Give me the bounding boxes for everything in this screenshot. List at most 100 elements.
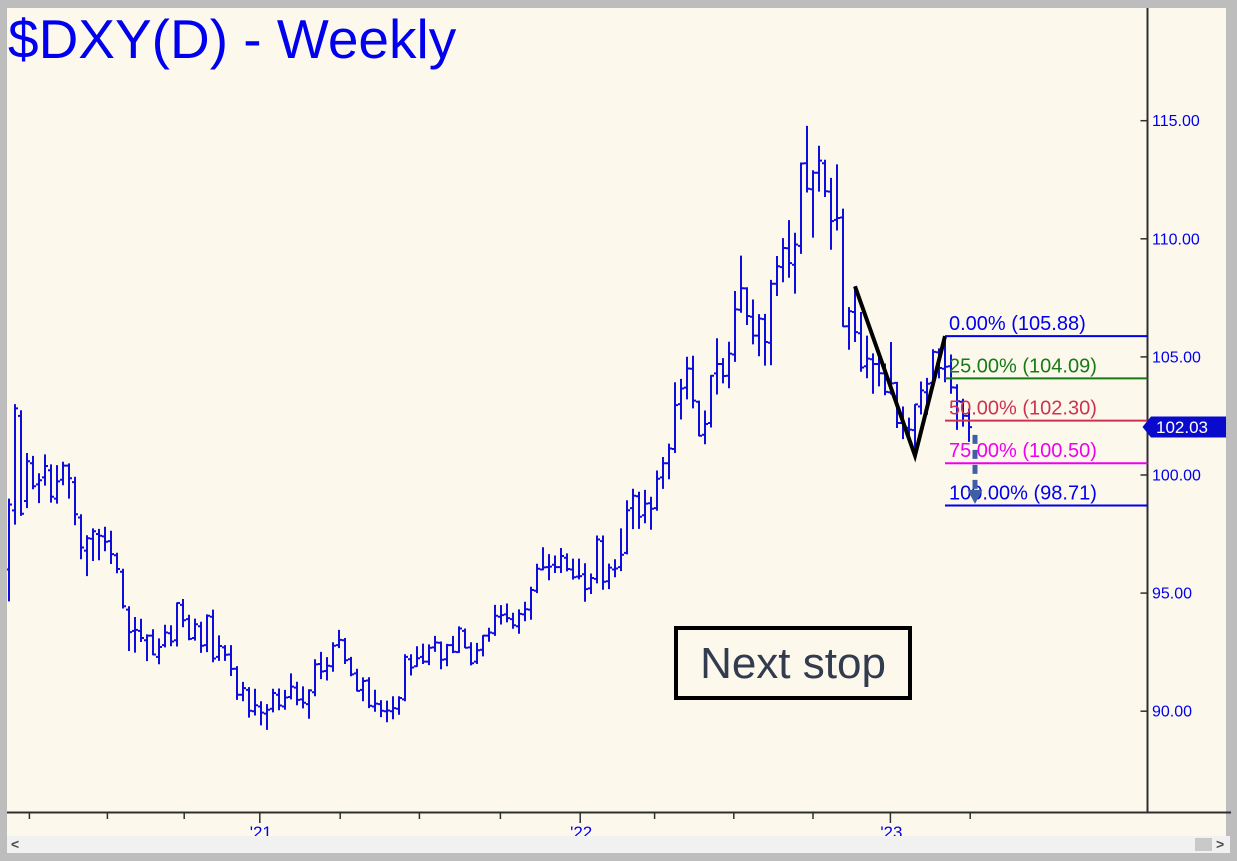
ohlc-bar	[960, 398, 966, 427]
ohlc-bar	[840, 208, 846, 328]
ohlc-bar	[432, 635, 438, 652]
ohlc-bar	[192, 618, 198, 641]
ohlc-bar	[696, 400, 702, 437]
y-axis-label: 105.00	[1152, 349, 1201, 366]
ohlc-bar	[720, 358, 726, 384]
scroll-right-icon[interactable]: >	[1216, 836, 1224, 852]
y-axis-label: 110.00	[1152, 231, 1200, 248]
ohlc-bar	[684, 356, 690, 400]
ohlc-bar	[384, 700, 390, 723]
ohlc-bar	[666, 443, 672, 480]
fib-label-100.00%: 100.00% (98.71)	[949, 482, 1097, 504]
ohlc-bar	[708, 374, 714, 428]
ohlc-bar	[798, 162, 804, 254]
ohlc-bar	[408, 654, 414, 676]
ohlc-bar	[762, 313, 768, 366]
y-axis-label: 115.00	[1152, 113, 1200, 130]
ohlc-bar	[330, 642, 336, 672]
ohlc-bar	[366, 677, 372, 709]
ohlc-bar	[714, 338, 720, 395]
fib-label-25.00%: 25.00% (104.09)	[949, 355, 1097, 377]
ohlc-bar	[174, 602, 180, 647]
ohlc-bar	[210, 609, 216, 663]
plot-background	[7, 8, 1226, 836]
ohlc-bar	[48, 464, 54, 503]
ohlc-bar	[264, 704, 270, 730]
note-box-label: Next stop	[700, 639, 886, 688]
ohlc-bar	[672, 382, 678, 453]
ohlc-bar	[444, 643, 450, 667]
ohlc-bar	[966, 408, 972, 442]
ohlc-bar	[306, 689, 312, 719]
ohlc-bar	[342, 638, 348, 664]
ohlc-bar	[792, 232, 798, 294]
ohlc-bar	[360, 677, 366, 702]
note-box-rect[interactable]	[674, 626, 912, 700]
ohlc-bar	[546, 554, 552, 581]
ohlc-bar	[948, 354, 954, 394]
ohlc-bar	[462, 628, 468, 649]
ohlc-bar	[270, 688, 276, 713]
ohlc-bar	[576, 558, 582, 580]
ohlc-bar	[636, 491, 642, 529]
ohlc-bar	[738, 255, 744, 313]
ohlc-bar	[282, 689, 288, 710]
ohlc-bar	[522, 601, 528, 622]
ohlc-bar	[132, 617, 138, 653]
ohlc-bar	[84, 535, 90, 577]
ohlc-bar	[870, 353, 876, 394]
ohlc-bar	[168, 625, 174, 647]
ohlc-bar	[498, 605, 504, 625]
ohlc-bar	[36, 473, 42, 504]
ohlc-bar	[510, 612, 516, 629]
ohlc-bar	[318, 651, 324, 680]
ohlc-bar	[324, 657, 330, 681]
ohlc-bar	[726, 341, 732, 389]
ohlc-bar	[228, 645, 234, 676]
ohlc-bar	[198, 621, 204, 653]
ohlc-bar	[246, 687, 252, 718]
scrollbar-track[interactable]	[7, 836, 1230, 853]
ohlc-bar	[420, 643, 426, 664]
ohlc-bar	[654, 470, 660, 511]
trendline[interactable]	[853, 285, 947, 463]
ohlc-bar	[402, 654, 408, 702]
ohlc-bar	[150, 629, 156, 656]
ohlc-bar	[912, 403, 918, 456]
scroll-left-icon[interactable]: <	[11, 836, 19, 852]
ohlc-bar	[180, 599, 186, 628]
ohlc-bar	[42, 454, 48, 486]
ohlc-bar	[690, 355, 696, 409]
ohlc-bar	[564, 553, 570, 572]
ohlc-bar	[660, 457, 666, 489]
projection-arrow-head[interactable]	[967, 489, 983, 504]
ohlc-bar	[876, 357, 882, 387]
ohlc-bar	[12, 404, 18, 525]
y-axis-label: 100.00	[1152, 467, 1201, 484]
ohlc-bar	[396, 696, 402, 715]
chart-title: $DXY(D) - Weekly	[8, 8, 457, 70]
ohlc-bar	[474, 642, 480, 664]
ohlc-bar	[240, 681, 246, 702]
horizontal-scrollbar[interactable]: < >	[7, 836, 1230, 853]
ohlc-bar	[846, 307, 852, 350]
ohlc-bar	[414, 646, 420, 668]
ohlc-bar	[354, 668, 360, 692]
ohlc-bar	[54, 465, 60, 504]
ohlc-bar	[558, 548, 564, 573]
scrollbar-thumb[interactable]	[1195, 838, 1212, 851]
ohlc-bar	[786, 220, 792, 278]
ohlc-bar	[456, 626, 462, 654]
ohlc-bar	[30, 455, 36, 490]
ohlc-bar	[864, 335, 870, 379]
ohlc-bar	[618, 528, 624, 572]
ohlc-bar	[126, 606, 132, 651]
ohlc-bar	[750, 299, 756, 345]
ohlc-bar	[540, 547, 546, 571]
ohlc-bar	[138, 618, 144, 642]
ohlc-bar	[732, 291, 738, 362]
last-price-badge	[1142, 416, 1226, 438]
ohlc-bar	[834, 164, 840, 231]
ohlc-bar	[216, 635, 222, 661]
ohlc-bar	[276, 688, 282, 711]
